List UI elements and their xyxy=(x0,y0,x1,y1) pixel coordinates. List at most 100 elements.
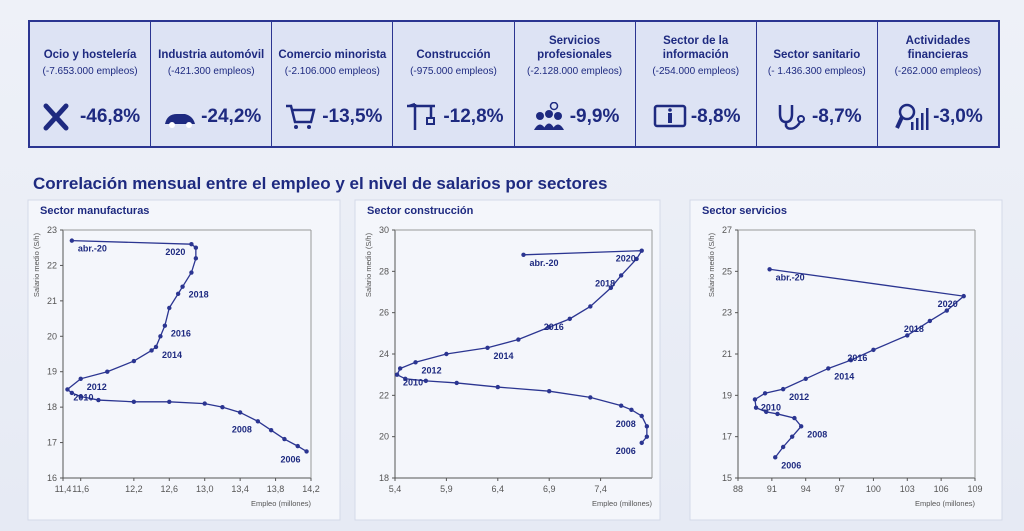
sector-icon xyxy=(286,104,316,129)
data-point xyxy=(69,390,75,396)
x-tick-label: 5,9 xyxy=(440,484,453,494)
y-tick-label: 20 xyxy=(47,331,57,341)
y-tick-label: 21 xyxy=(722,349,732,359)
point-label: 2018 xyxy=(595,278,615,288)
sector-title: Actividades financieras xyxy=(905,35,971,61)
sector-change: -24,2% xyxy=(201,106,262,127)
sector-box: Sector de la información (-254.000 empleo… xyxy=(636,22,757,146)
y-tick-label: 30 xyxy=(379,225,389,235)
sector-box: Ocio y hostelería (-7.653.000 empleos) -46… xyxy=(30,22,152,146)
point-label: 2010 xyxy=(403,378,423,388)
data-point xyxy=(803,376,808,381)
sector-employment: (-2.128.000 empleos) xyxy=(527,66,623,77)
data-point xyxy=(189,241,194,247)
chart-panel xyxy=(689,199,1003,521)
y-tick-label: 28 xyxy=(379,266,389,276)
y-tick-label: 17 xyxy=(47,438,57,448)
data-point xyxy=(78,376,83,381)
data-point xyxy=(567,316,572,322)
sector-change: -46,8% xyxy=(79,106,141,127)
data-point xyxy=(944,308,949,313)
y-tick-label: 23 xyxy=(722,308,732,318)
data-point xyxy=(189,270,194,275)
data-point xyxy=(167,305,172,311)
x-tick-label: 106 xyxy=(934,484,949,494)
sector-box: Construcción (-975.000 empleos) -12,8% xyxy=(393,22,515,146)
data-point xyxy=(521,252,526,257)
data-point xyxy=(394,372,400,377)
point-label: 2018 xyxy=(904,324,924,334)
sector-change: -13,5% xyxy=(322,106,383,127)
point-label: 2008 xyxy=(807,429,827,439)
data-point xyxy=(767,267,772,272)
sector-change-row: -9,9% xyxy=(519,102,633,132)
data-point xyxy=(547,389,552,394)
x-tick-label: 14,2 xyxy=(302,484,320,494)
data-point xyxy=(485,345,490,350)
data-point xyxy=(639,440,644,446)
data-point xyxy=(78,394,83,399)
sector-change: -9,9% xyxy=(569,106,620,127)
x-axis-label: Empleo (millones) xyxy=(251,499,312,508)
y-tick-label: 23 xyxy=(47,225,57,235)
heading: Correlación mensual entre el empleo y el… xyxy=(33,174,608,193)
x-tick-label: 11,6 xyxy=(72,484,89,494)
sector-change-row: -24,2% xyxy=(155,102,269,132)
data-point xyxy=(629,407,634,412)
y-tick-label: 20 xyxy=(379,432,389,442)
sector-icon xyxy=(778,105,805,130)
x-tick-label: 6,4 xyxy=(492,484,505,494)
data-point xyxy=(268,427,274,433)
y-tick-label: 26 xyxy=(379,308,389,318)
data-point xyxy=(644,424,650,429)
data-point xyxy=(403,376,408,381)
point-label: 2014 xyxy=(494,351,514,361)
data-point xyxy=(167,399,172,405)
sector-employment: (-975.000 empleos) xyxy=(410,66,497,77)
data-point xyxy=(495,384,500,390)
x-tick-label: 13,4 xyxy=(231,484,249,494)
data-point xyxy=(634,256,639,262)
chart-panel xyxy=(354,199,661,521)
sector-box: Servicios profesionales (-2.128.000 emple… xyxy=(515,22,636,146)
data-point xyxy=(639,413,644,419)
data-point xyxy=(773,455,778,460)
data-point xyxy=(304,449,309,454)
data-point xyxy=(905,333,910,338)
y-tick-label: 21 xyxy=(47,296,57,306)
data-point xyxy=(547,324,552,330)
data-point xyxy=(753,405,759,410)
sector-icon xyxy=(533,102,564,130)
data-point xyxy=(848,358,854,363)
data-point xyxy=(193,245,199,250)
sector-employment: (-262.000 empleos) xyxy=(894,66,982,77)
sector-employment: (-2.106.000 empleos) xyxy=(284,66,380,77)
x-tick-label: 94 xyxy=(801,484,811,494)
x-tick-label: 97 xyxy=(835,484,845,494)
y-axis-label: Salario medio (S/h) xyxy=(707,232,716,297)
data-point xyxy=(69,238,75,243)
data-point xyxy=(175,291,181,296)
point-label: abr.-20 xyxy=(78,244,107,254)
data-point xyxy=(762,391,768,396)
chart-panel xyxy=(27,199,341,521)
data-point xyxy=(961,293,966,299)
sector-change: -12,8% xyxy=(443,106,504,127)
point-label: 2008 xyxy=(232,424,252,434)
point-label: 2020 xyxy=(938,299,958,309)
data-point xyxy=(180,284,185,289)
data-point xyxy=(96,397,101,403)
x-axis-label: Empleo (millones) xyxy=(592,499,653,508)
y-tick-label: 25 xyxy=(722,266,732,276)
point-label: 2012 xyxy=(87,382,107,392)
data-point xyxy=(193,256,199,261)
data-point xyxy=(752,397,758,402)
x-tick-label: 13,8 xyxy=(267,484,285,494)
y-tick-label: 24 xyxy=(379,349,389,359)
data-point xyxy=(799,424,804,429)
sector-employment: (-254.000 empleos) xyxy=(652,66,740,77)
point-label: abr.-20 xyxy=(776,272,805,282)
sector-change: -8,8% xyxy=(690,106,741,127)
x-tick-label: 12,2 xyxy=(125,484,143,494)
